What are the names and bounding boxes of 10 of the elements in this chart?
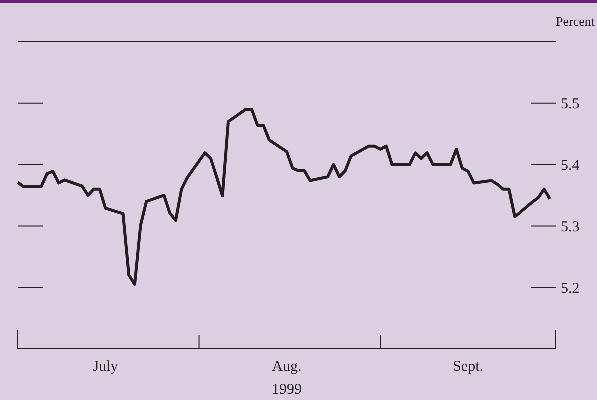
x-tick-label: Aug. — [272, 359, 302, 375]
x-axis-title: 1999 — [272, 382, 302, 398]
x-tick-label: July — [93, 359, 119, 375]
y-axis-title: Percent — [556, 14, 596, 29]
y-tick-label: 5.4 — [561, 158, 580, 174]
x-tick-label: Sept. — [453, 359, 484, 375]
y-tick-label: 5.5 — [561, 96, 580, 113]
y-tick-label: 5.3 — [561, 219, 580, 236]
y-tick-label: 5.2 — [561, 280, 580, 297]
line-series — [16, 108, 552, 286]
